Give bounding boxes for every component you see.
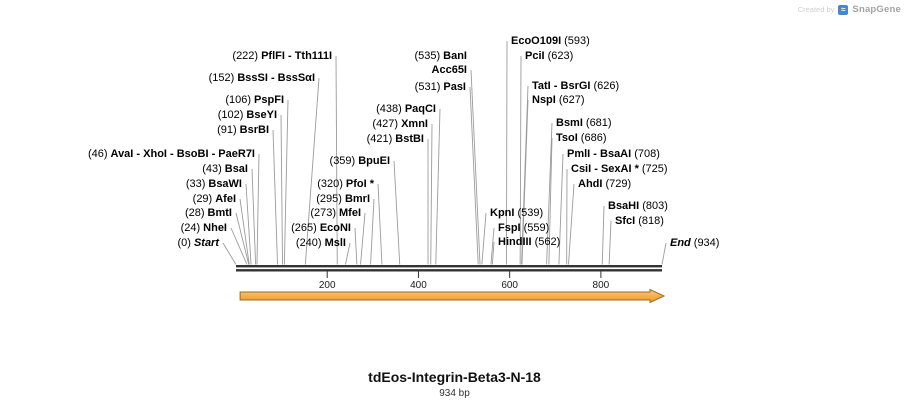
leader-line bbox=[377, 183, 383, 265]
site-label-pcii: PciI (623) bbox=[525, 50, 574, 62]
leader-line bbox=[548, 137, 553, 265]
leader-line bbox=[256, 153, 260, 265]
site-label-end: End (934) bbox=[670, 237, 720, 249]
leader-line bbox=[235, 212, 250, 265]
leader-line bbox=[230, 227, 248, 265]
site-label-pspfi: (106) PspFI bbox=[225, 94, 284, 106]
site-label-xmni: (427) XmnI bbox=[372, 118, 428, 130]
leader-line bbox=[558, 153, 564, 265]
leader-line bbox=[304, 77, 320, 265]
leader-line bbox=[222, 242, 237, 265]
site-label-bani: (535) BanI bbox=[414, 50, 467, 62]
axis-tick-label: 800 bbox=[593, 280, 610, 291]
sequence-backbone-top bbox=[236, 265, 662, 268]
created-by-text: Created by bbox=[797, 5, 835, 14]
site-label-bsrbi: (91) BsrBI bbox=[217, 124, 269, 136]
site-label-csii-sexai: CsiI - SexAI * (725) bbox=[571, 163, 668, 175]
site-label-bstbi: (421) BstBI bbox=[366, 133, 424, 145]
site-label-kpni: KpnI (539) bbox=[490, 207, 544, 219]
leader-line bbox=[601, 205, 605, 265]
leader-line bbox=[608, 220, 612, 265]
site-label-avai-xhoi-bsobi-paer7i: (46) AvaI - XhoI - BsoBI - PaeR7I bbox=[87, 148, 255, 160]
site-label-msli: (240) MslI bbox=[295, 237, 346, 249]
snapgene-logo-icon: ≈ bbox=[838, 4, 849, 15]
site-label-bseyi: (102) BseYI bbox=[217, 109, 277, 121]
site-label-sfci: SfcI (818) bbox=[615, 215, 664, 227]
site-label-bmti: (28) BmtI bbox=[184, 207, 232, 219]
site-label-bpuei: (359) BpuEI bbox=[329, 155, 390, 167]
site-label-pmli-bsaai: PmlI - BsaAI (708) bbox=[567, 148, 660, 160]
sequence-backbone-bottom bbox=[236, 269, 662, 272]
leader-line bbox=[481, 212, 487, 265]
axis-tick-label: 600 bbox=[501, 280, 518, 291]
site-label-hindiii: HindIII (562) bbox=[498, 236, 561, 248]
site-label-paqci: (438) PaqCI bbox=[376, 103, 436, 115]
site-label-afei: (29) AfeI bbox=[192, 193, 236, 205]
site-label-tsoi: TsoI (686) bbox=[556, 132, 607, 144]
site-label-bsmi: BsmI (681) bbox=[556, 117, 612, 129]
leader-line bbox=[546, 122, 553, 265]
leader-line bbox=[354, 227, 358, 265]
leader-line bbox=[272, 129, 278, 265]
leader-line bbox=[345, 242, 351, 265]
orf-feature-arrow bbox=[239, 288, 666, 304]
site-label-ecoo109i: EcoO109I (593) bbox=[511, 35, 590, 47]
leader-line bbox=[360, 212, 366, 265]
snapgene-brand-text: SnapGene bbox=[852, 4, 901, 15]
leader-line bbox=[239, 198, 250, 265]
map-footer: tdEos-Integrin-Beta3-N-18 934 bp bbox=[0, 369, 909, 399]
site-label-fspi: FspI (559) bbox=[498, 222, 550, 234]
leader-line bbox=[521, 99, 529, 265]
site-label-acc65i: Acc65I bbox=[431, 64, 467, 76]
leader-line bbox=[469, 86, 479, 265]
site-label-nspi: NspI (627) bbox=[532, 94, 585, 106]
leader-line bbox=[519, 55, 522, 265]
leader-line bbox=[335, 55, 338, 265]
site-label-bsai: (43) BsaI bbox=[202, 163, 248, 175]
axis-tick-label: 400 bbox=[410, 280, 427, 291]
leader-line bbox=[568, 183, 575, 265]
leader-line bbox=[280, 114, 283, 265]
leader-line bbox=[245, 183, 252, 265]
leader-line bbox=[430, 123, 433, 265]
leader-line bbox=[491, 241, 495, 265]
leader-line bbox=[661, 242, 667, 265]
site-label-econi: (265) EcoNI bbox=[291, 222, 351, 234]
site-label-mfei: (273) MfeI bbox=[310, 207, 361, 219]
leader-line bbox=[251, 168, 257, 265]
site-label-pfoi: (320) PfoI * bbox=[317, 178, 374, 190]
site-label-ahdi: AhdI (729) bbox=[578, 178, 632, 190]
site-label-bsssi-bsss-i: (152) BssSI - BssSαI bbox=[208, 72, 315, 84]
leader-line bbox=[393, 160, 401, 265]
leader-line bbox=[521, 85, 529, 265]
site-label-bsahi: BsaHI (803) bbox=[608, 200, 668, 212]
site-label-bsawi: (33) BsaWI bbox=[185, 178, 242, 190]
site-label-bmri: (295) BmrI bbox=[316, 193, 370, 205]
snapgene-watermark: Created by ≈ SnapGene bbox=[798, 4, 901, 15]
site-label-start: (0) Start bbox=[177, 237, 219, 249]
map-title: tdEos-Integrin-Beta3-N-18 bbox=[368, 369, 541, 385]
leader-line bbox=[370, 198, 375, 265]
leader-line bbox=[506, 40, 508, 265]
site-label-pasi: (531) PasI bbox=[414, 81, 466, 93]
leader-line bbox=[435, 108, 441, 265]
site-label-pflfi-tth111i: (222) PflFI - Tth111I bbox=[232, 50, 332, 62]
leader-line bbox=[490, 227, 495, 265]
axis-tick-label: 200 bbox=[319, 280, 336, 291]
map-length: 934 bp bbox=[439, 388, 470, 399]
leader-line bbox=[470, 69, 481, 265]
site-label-tati-bsrgi: TatI - BsrGI (626) bbox=[532, 80, 620, 92]
site-label-nhei: (24) NheI bbox=[180, 222, 227, 234]
leader-line bbox=[283, 99, 289, 265]
